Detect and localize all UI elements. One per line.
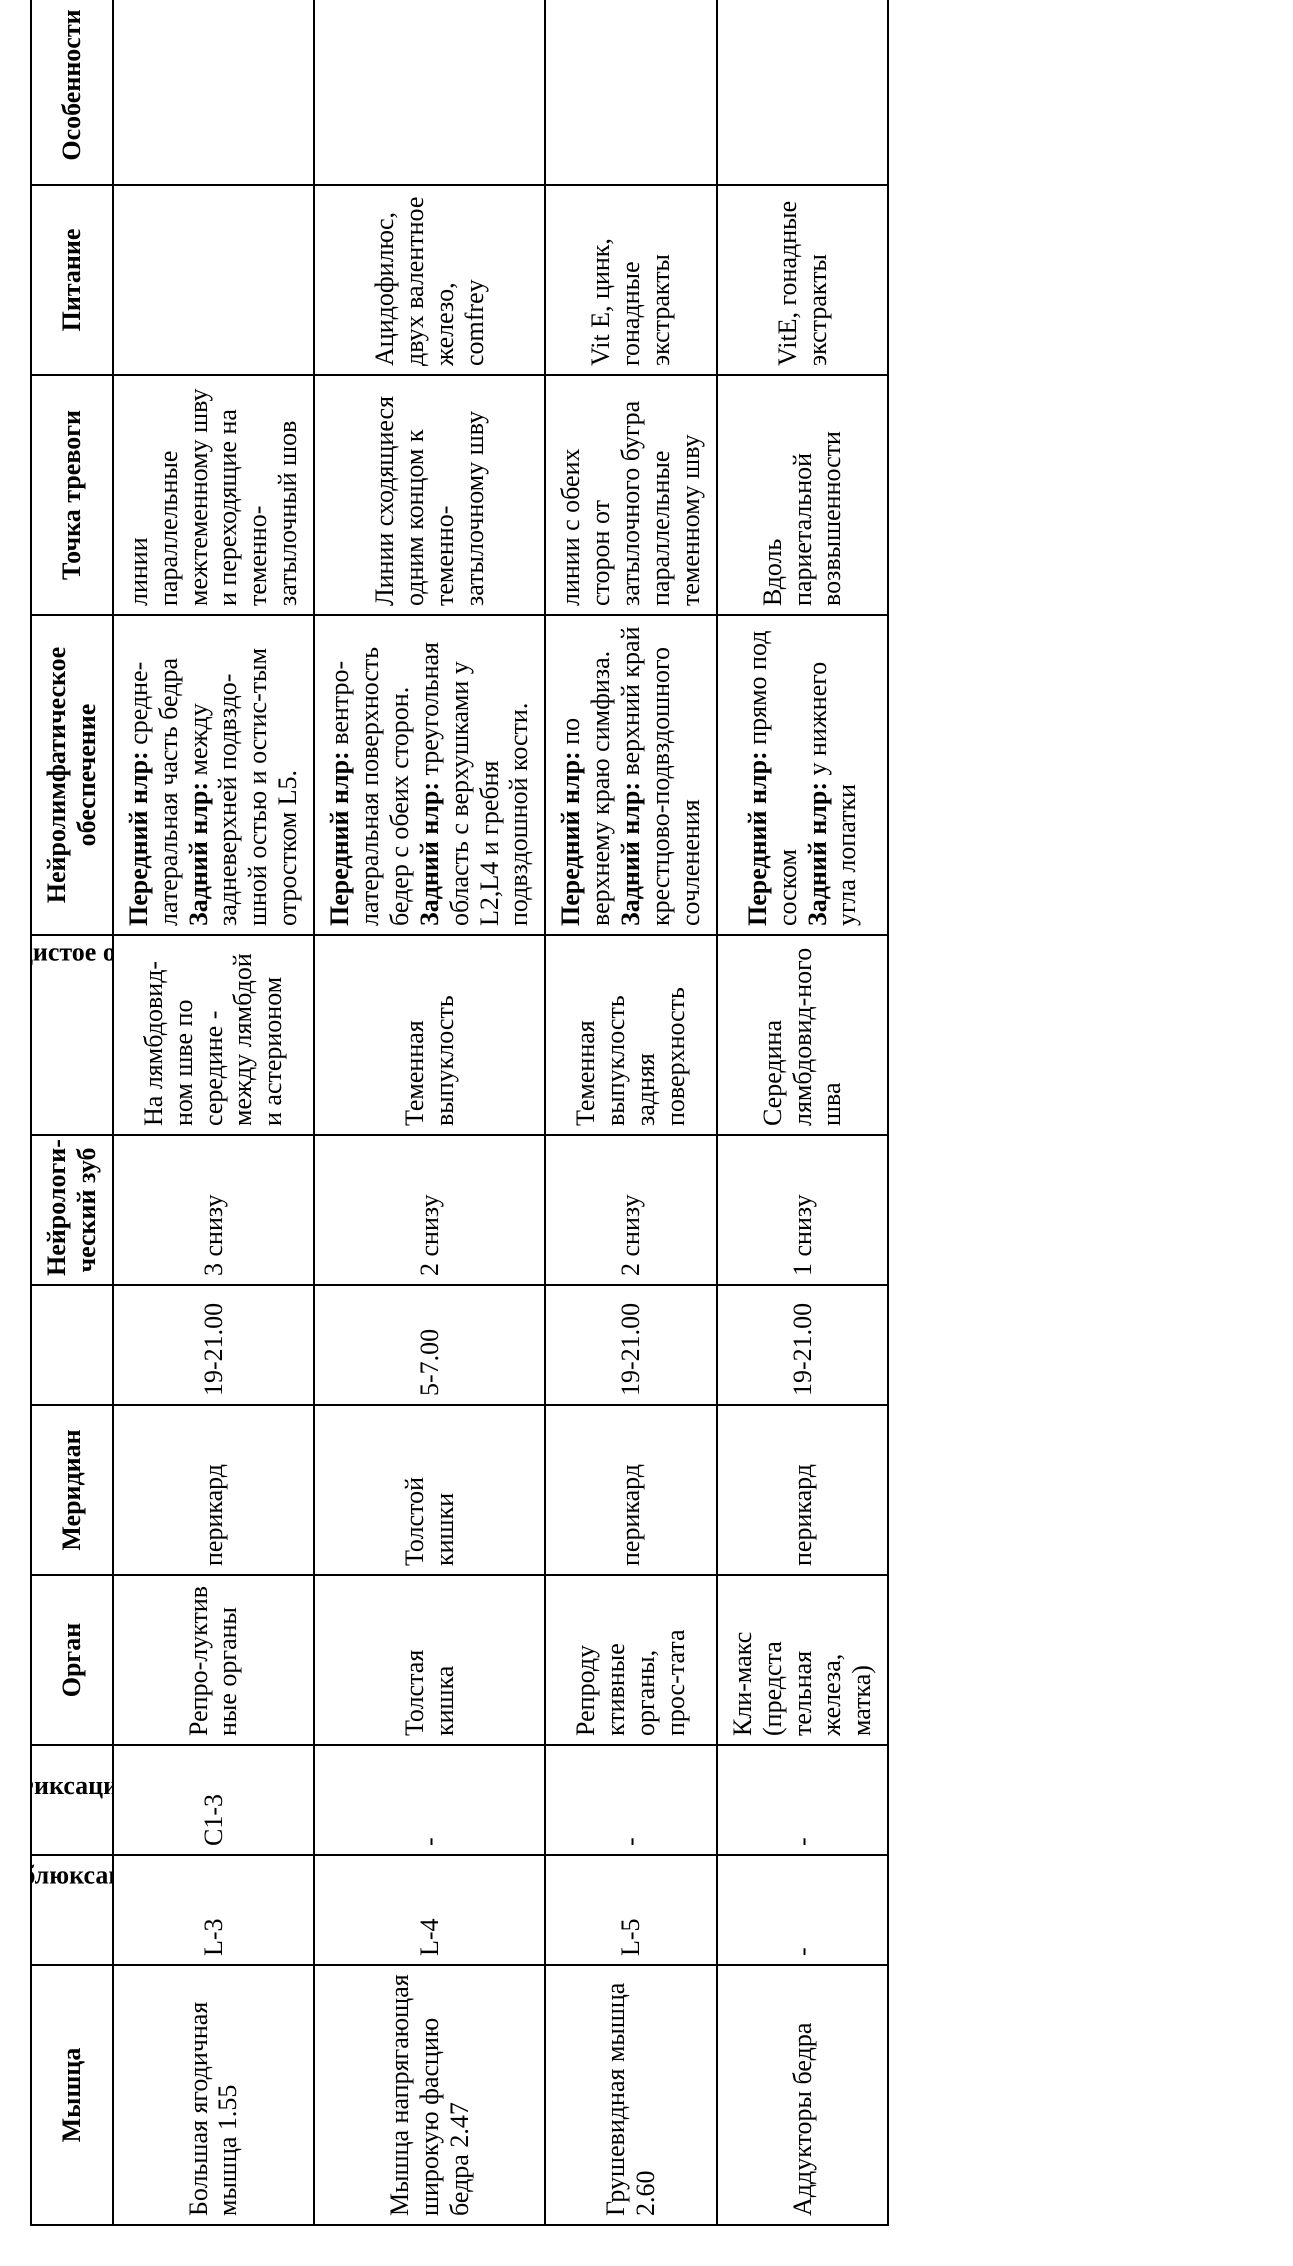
col-header-alarm: Точка тревоги (31, 375, 113, 615)
reference-table: Мышца Сублюксация Фиксация Орган Меридиа… (30, 0, 889, 2226)
table-cell: Репро-луктив ные органы (113, 1575, 314, 1745)
table-cell: Теменная выпуклость задняя поверхность (545, 935, 716, 1135)
table-cell: 19-21.00 (545, 1285, 716, 1405)
table-cell: перикард (113, 1405, 314, 1575)
table-cell: Ацидофилюс, двух валентное железо, comfr… (314, 185, 545, 375)
table-cell: 2 снизу (314, 1135, 545, 1285)
table-cell: На лямбдовид-ном шве по середине - между… (113, 935, 314, 1135)
table-cell: линии с обеих сторон от затылочного бугр… (545, 375, 716, 615)
table-body: Большая ягодичная мышца 1.55L-3C1-3Репро… (113, 0, 888, 2225)
col-header-nutrition: Питание (31, 185, 113, 375)
table-cell: 3 снизу (113, 1135, 314, 1285)
page: Мышца Сублюксация Фиксация Орган Меридиа… (0, 0, 1293, 2266)
col-header-nlymph: Нейролимфатическое обеспечение (31, 615, 113, 935)
table-row: Грушевидная мышца 2.60L-5-Репроду ктивны… (545, 0, 716, 2225)
table-cell: L-5 (545, 1855, 716, 1965)
col-header-nvasc: Нейрососудистое обеспечение (31, 935, 113, 1135)
table-cell: 5-7.00 (314, 1285, 545, 1405)
table-cell: Толстой кишки (314, 1405, 545, 1575)
col-header-features: Особенности (31, 0, 113, 185)
table-cell (545, 0, 716, 185)
col-header-meridian: Меридиан (31, 1405, 113, 1575)
table-cell: 19-21.00 (113, 1285, 314, 1405)
table-cell: Грушевидная мышца 2.60 (545, 1965, 716, 2225)
table-cell: VitE, гонадные экстракты (717, 185, 888, 375)
rotated-container: Мышца Сублюксация Фиксация Орган Меридиа… (30, 40, 889, 2226)
table-cell: - (717, 1855, 888, 1965)
table-cell (314, 0, 545, 185)
table-cell: Vit E, цинк, гонадные экстракты (545, 185, 716, 375)
table-cell: 1 снизу (717, 1135, 888, 1285)
col-header-time: Время активнос-ти меридиана (31, 1285, 113, 1405)
table-cell: линии параллельные межтеменному шву и пе… (113, 375, 314, 615)
col-header-sublux: Сублюксация (31, 1855, 113, 1965)
table-cell: L-4 (314, 1855, 545, 1965)
table-cell (113, 185, 314, 375)
table-cell: Большая ягодичная мышца 1.55 (113, 1965, 314, 2225)
table-cell: Передний нлр: средне-латеральная часть б… (113, 615, 314, 935)
table-cell: Теменная выпуклость (314, 935, 545, 1135)
table-cell: - (717, 1745, 888, 1855)
table-cell: 19-21.00 (717, 1285, 888, 1405)
table-cell (113, 0, 314, 185)
table-cell: Линии сходящиеся одним концом к теменно-… (314, 375, 545, 615)
col-header-muscle: Мышца (31, 1965, 113, 2225)
col-header-fix: Фиксация (31, 1745, 113, 1855)
table-row: Мышца напрягающая широкую фасцию бедра 2… (314, 0, 545, 2225)
table-cell: C1-3 (113, 1745, 314, 1855)
table-cell: Репроду ктивные органы, прос-тата (545, 1575, 716, 1745)
table-cell: перикард (545, 1405, 716, 1575)
table-cell: Передний нлр: вентро-латеральная поверхн… (314, 615, 545, 935)
table-cell: - (314, 1745, 545, 1855)
table-cell: Передний нлр: прямо под соскомЗадний нлр… (717, 615, 888, 935)
table-cell: 2 снизу (545, 1135, 716, 1285)
header-row: Мышца Сублюксация Фиксация Орган Меридиа… (31, 0, 113, 2225)
table-row: Аддукторы бедра--Кли-макс (предста тельн… (717, 0, 888, 2225)
table-cell: Вдоль париетальной возвышенности (717, 375, 888, 615)
table-cell (717, 0, 888, 185)
table-cell: Толстая кишка (314, 1575, 545, 1745)
table-cell: Кли-макс (предста тельная железа, матка) (717, 1575, 888, 1745)
table-cell: Аддукторы бедра (717, 1965, 888, 2225)
col-header-organ: Орган (31, 1575, 113, 1745)
table-cell: Середина лямбдовид-ного шва (717, 935, 888, 1135)
col-header-tooth: Нейрологи-ческий зуб (31, 1135, 113, 1285)
table-cell: - (545, 1745, 716, 1855)
table-cell: Мышца напрягающая широкую фасцию бедра 2… (314, 1965, 545, 2225)
table-row: Большая ягодичная мышца 1.55L-3C1-3Репро… (113, 0, 314, 2225)
table-cell: L-3 (113, 1855, 314, 1965)
table-cell: Передний нлр: по верхнему краю симфиза.З… (545, 615, 716, 935)
table-cell: перикард (717, 1405, 888, 1575)
